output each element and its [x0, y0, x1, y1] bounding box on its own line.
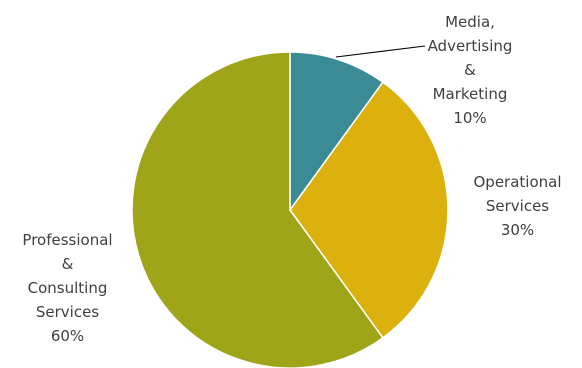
label-operational-line-1: Operational [473, 173, 562, 191]
pie-slices [131, 51, 449, 368]
label-media-value: 10% [453, 109, 487, 127]
label-operational: Operational Services 30% [455, 170, 580, 242]
label-media-line-4: Marketing [432, 85, 508, 103]
leader-line-media [335, 45, 426, 58]
label-professional: Professional & Consulting Services 60% [5, 228, 130, 348]
label-media: Media, Advertising & Marketing 10% [415, 10, 525, 130]
label-professional-line-1: Professional [22, 231, 113, 249]
label-media-line-2: Advertising [427, 37, 513, 55]
label-media-line-1: Media, [445, 13, 495, 31]
pie-slice-professional [131, 51, 384, 368]
label-media-line-3: & [464, 61, 476, 79]
label-professional-value: 60% [50, 327, 85, 345]
label-operational-line-2: Services [485, 197, 550, 215]
label-professional-line-2: & [61, 255, 74, 273]
label-professional-line-3: Consulting [27, 279, 108, 297]
pie-slice-operational [289, 81, 449, 339]
pie-slice-media [289, 51, 384, 213]
label-professional-line-4: Services [35, 303, 100, 321]
label-operational-value: 30% [500, 221, 535, 239]
